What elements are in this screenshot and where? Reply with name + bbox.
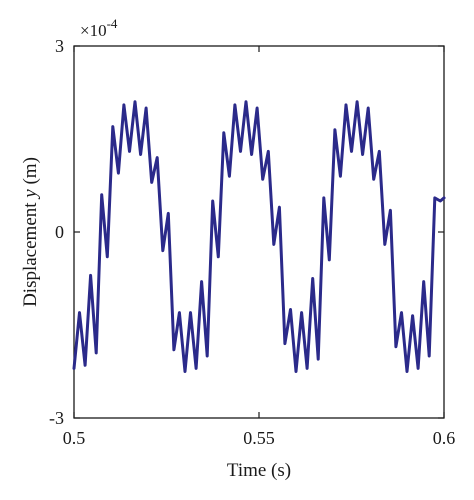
plot-frame <box>73 45 445 419</box>
y-tick-label: -3 <box>49 408 64 428</box>
y-axis-label-variable: y <box>20 189 41 200</box>
y-axis-label: Displacement y (m) <box>20 157 41 307</box>
y-axis-label-prefix: Displacement <box>20 198 41 307</box>
y-axis-multiplier: ×10-4 <box>80 16 118 40</box>
x-tick-label: 0.5 <box>63 428 86 448</box>
y-axis-multiplier-exponent: -4 <box>107 16 118 31</box>
y-tick-label: 3 <box>55 36 64 56</box>
y-axis-multiplier-base: ×10 <box>80 21 107 40</box>
series-line-0 <box>72 100 446 373</box>
plot-area <box>72 45 446 419</box>
x-tick-label: 0.55 <box>243 428 275 448</box>
x-axis-label: Time (s) <box>227 460 291 481</box>
y-axis-label-suffix: (m) <box>20 157 41 189</box>
y-tick-label: 0 <box>55 222 64 242</box>
x-tick-label: 0.6 <box>433 428 456 448</box>
axis-ticks: 0.5 0.55 0.6 -3 0 3 <box>49 36 455 448</box>
